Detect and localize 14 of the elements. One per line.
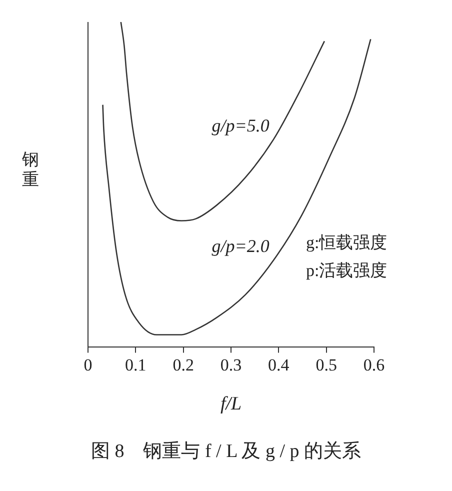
x-tick-label: 0.3	[220, 355, 242, 374]
x-tick-label: 0.5	[316, 355, 337, 374]
x-tick-label: 0.2	[172, 355, 194, 374]
x-tick-label: 0	[84, 355, 92, 374]
x-axis-title: f/L	[220, 394, 242, 415]
series-label: g/p=5.0	[212, 115, 270, 136]
x-tick-label: 0.1	[125, 355, 146, 374]
y-axis-title: 钢重	[22, 150, 40, 190]
x-tick-label: 0.4	[268, 355, 290, 374]
series-label: g/p=2.0	[212, 236, 270, 256]
x-tick-label: 0.6	[363, 355, 385, 374]
annotation: g:恒载强度	[306, 232, 388, 252]
text: 图 8 钢重与 f / L 及 g / p 的关系	[90, 440, 362, 464]
annotation: p:活载强度	[306, 260, 388, 280]
